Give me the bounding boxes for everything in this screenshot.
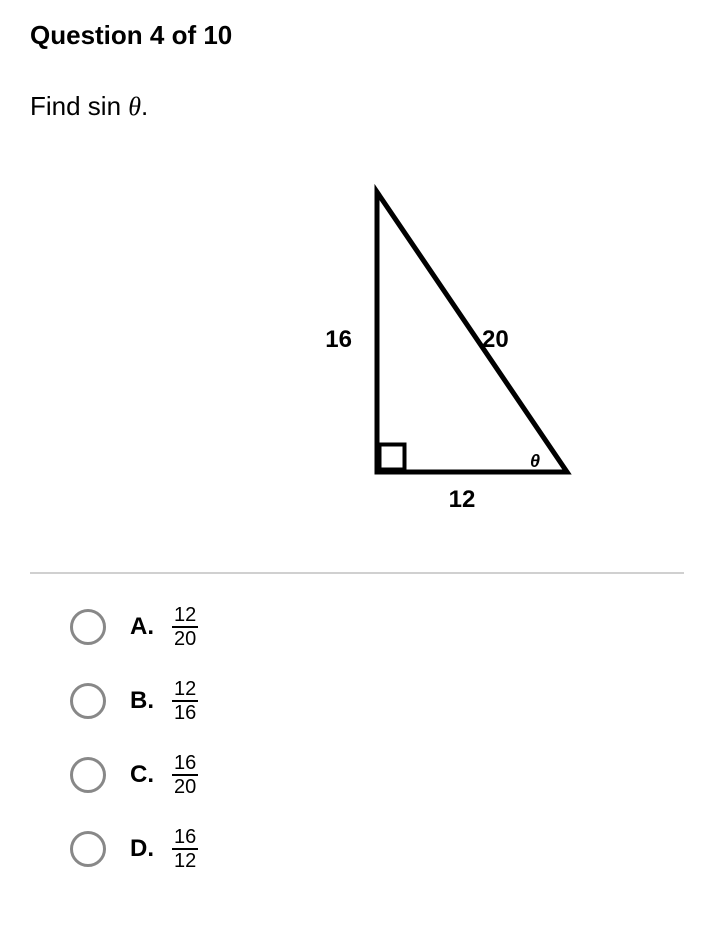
option-c[interactable]: C. 16 20 <box>70 752 684 798</box>
fraction-num: 12 <box>172 604 198 628</box>
option-letter-b: B. <box>130 687 160 715</box>
fraction-den: 12 <box>172 850 198 872</box>
prompt-suffix: . <box>141 91 148 121</box>
question-header: Question 4 of 10 <box>30 20 684 51</box>
question-prompt: Find sin θ. <box>30 91 684 122</box>
radio-d[interactable] <box>70 831 106 867</box>
option-fraction-b: 12 16 <box>172 678 198 724</box>
fraction-num: 16 <box>172 752 198 776</box>
option-d[interactable]: D. 16 12 <box>70 826 684 872</box>
option-letter-a: A. <box>130 613 160 641</box>
angle-theta-label: θ <box>530 451 540 471</box>
triangle-diagram: 16 20 12 θ <box>30 182 684 532</box>
option-b[interactable]: B. 12 16 <box>70 678 684 724</box>
radio-a[interactable] <box>70 609 106 645</box>
option-fraction-c: 16 20 <box>172 752 198 798</box>
fraction-num: 12 <box>172 678 198 702</box>
side-label-right: 20 <box>482 326 509 353</box>
section-divider <box>30 572 684 574</box>
prompt-variable: θ <box>128 92 141 121</box>
option-letter-c: C. <box>130 761 160 789</box>
fraction-den: 20 <box>172 776 198 798</box>
option-fraction-d: 16 12 <box>172 826 198 872</box>
option-letter-d: D. <box>130 835 160 863</box>
radio-b[interactable] <box>70 683 106 719</box>
side-label-bottom: 12 <box>449 486 476 513</box>
right-angle-marker <box>380 445 405 470</box>
triangle-svg: 16 20 12 θ <box>307 182 607 532</box>
radio-c[interactable] <box>70 757 106 793</box>
option-fraction-a: 12 20 <box>172 604 198 650</box>
fraction-num: 16 <box>172 826 198 850</box>
triangle-shape <box>377 192 567 472</box>
side-label-left: 16 <box>325 326 352 353</box>
answer-options: A. 12 20 B. 12 16 C. 16 20 D. 16 12 <box>30 604 684 872</box>
option-a[interactable]: A. 12 20 <box>70 604 684 650</box>
prompt-prefix: Find sin <box>30 91 128 121</box>
fraction-den: 20 <box>172 628 198 650</box>
fraction-den: 16 <box>172 702 198 724</box>
